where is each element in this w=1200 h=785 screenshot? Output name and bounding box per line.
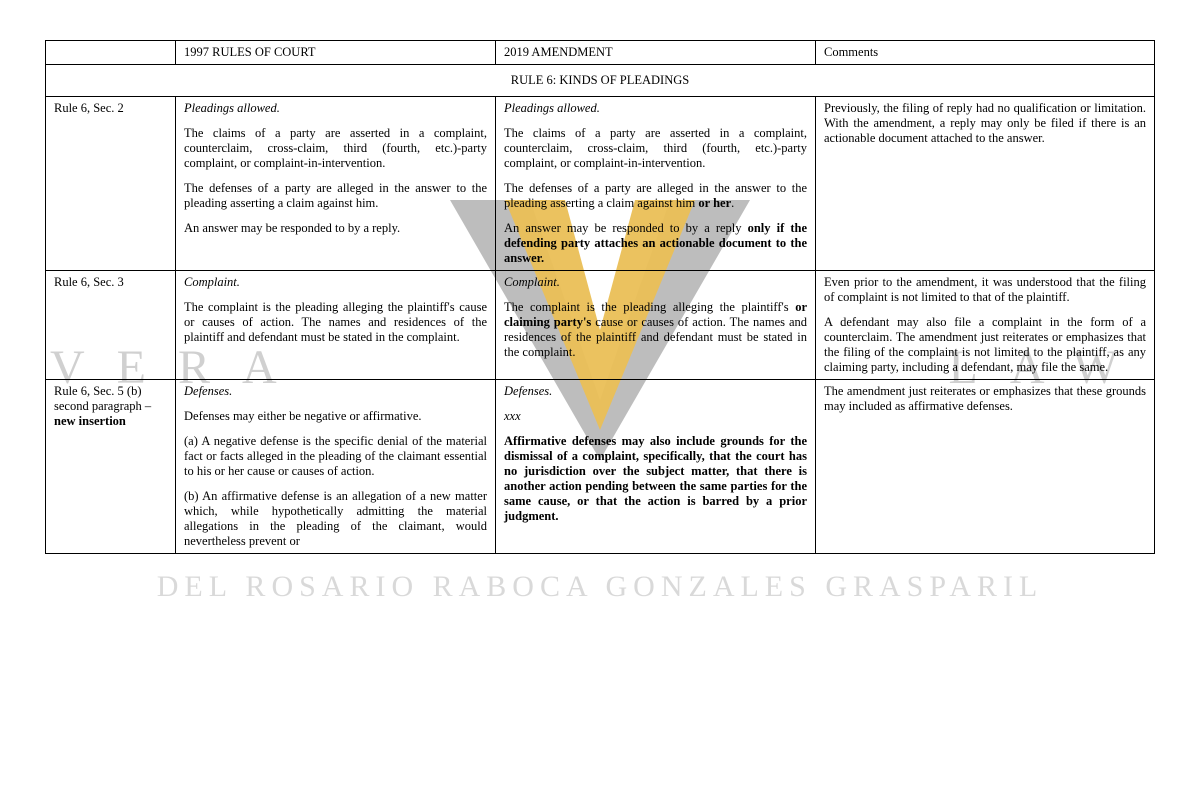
paragraph: The defenses of a party are alleged in t…	[504, 181, 807, 211]
paragraph: The claims of a party are asserted in a …	[504, 126, 807, 171]
paragraph: An answer may be responded to by a reply…	[184, 221, 487, 236]
section-header-row: RULE 6: KINDS OF PLEADINGS	[46, 65, 1155, 97]
cell-2019: Complaint. The complaint is the pleading…	[496, 271, 816, 380]
paragraph: (b) An affirmative defense is an allegat…	[184, 489, 487, 549]
cell-1997: Complaint. The complaint is the pleading…	[176, 271, 496, 380]
pleading-title: Complaint.	[504, 275, 807, 290]
header-1997: 1997 RULES OF COURT	[176, 41, 496, 65]
paragraph: Defenses may either be negative or affir…	[184, 409, 487, 424]
paragraph: The defenses of a party are alleged in t…	[184, 181, 487, 211]
pleading-title: Pleadings allowed.	[184, 101, 487, 116]
header-comments: Comments	[816, 41, 1155, 65]
paragraph: Affirmative defenses may also include gr…	[504, 434, 807, 524]
cell-1997: Pleadings allowed. The claims of a party…	[176, 97, 496, 271]
pleading-title: Defenses.	[184, 384, 487, 399]
bold-span: new insertion	[54, 414, 126, 428]
cell-comment: Previously, the filing of reply had no q…	[816, 97, 1155, 271]
paragraph: (a) A negative defense is the specific d…	[184, 434, 487, 479]
section-title: RULE 6: KINDS OF PLEADINGS	[46, 65, 1155, 97]
watermark-text-bottom: DEL ROSARIO RABOCA GONZALES GRASPARIL	[40, 570, 1160, 604]
cell-1997: Defenses. Defenses may either be negativ…	[176, 380, 496, 554]
comparison-table: 1997 RULES OF COURT 2019 AMENDMENT Comme…	[45, 40, 1155, 554]
paragraph: The complaint is the pleading alleging t…	[184, 300, 487, 345]
bold-span: or her	[698, 196, 731, 210]
text-span: Rule 6, Sec. 5 (b) second paragraph –	[54, 384, 151, 413]
header-blank	[46, 41, 176, 65]
row-label: Rule 6, Sec. 5 (b) second paragraph – ne…	[46, 380, 176, 554]
paragraph: The complaint is the pleading alleging t…	[504, 300, 807, 360]
text-span: The defenses of a party are alleged in t…	[504, 181, 807, 210]
header-2019: 2019 AMENDMENT	[496, 41, 816, 65]
pleading-title: Pleadings allowed.	[504, 101, 807, 116]
header-row: 1997 RULES OF COURT 2019 AMENDMENT Comme…	[46, 41, 1155, 65]
text-span: .	[731, 196, 734, 210]
paragraph: xxx	[504, 409, 807, 424]
cell-2019: Pleadings allowed. The claims of a party…	[496, 97, 816, 271]
pleading-title: Complaint.	[184, 275, 487, 290]
row-label: Rule 6, Sec. 2	[46, 97, 176, 271]
cell-comment: The amendment just reiterates or emphasi…	[816, 380, 1155, 554]
paragraph: The claims of a party are asserted in a …	[184, 126, 487, 171]
table-row: Rule 6, Sec. 3 Complaint. The complaint …	[46, 271, 1155, 380]
row-label: Rule 6, Sec. 3	[46, 271, 176, 380]
cell-comment: Even prior to the amendment, it was unde…	[816, 271, 1155, 380]
pleading-title: Defenses.	[504, 384, 807, 399]
table-row: Rule 6, Sec. 5 (b) second paragraph – ne…	[46, 380, 1155, 554]
paragraph: Even prior to the amendment, it was unde…	[824, 275, 1146, 305]
cell-2019: Defenses. xxx Affirmative defenses may a…	[496, 380, 816, 554]
paragraph: A defendant may also file a complaint in…	[824, 315, 1146, 375]
text-span: An answer may be responded to by a reply	[504, 221, 748, 235]
text-span: The complaint is the pleading alleging t…	[504, 300, 795, 314]
paragraph: An answer may be responded to by a reply…	[504, 221, 807, 266]
table-row: Rule 6, Sec. 2 Pleadings allowed. The cl…	[46, 97, 1155, 271]
